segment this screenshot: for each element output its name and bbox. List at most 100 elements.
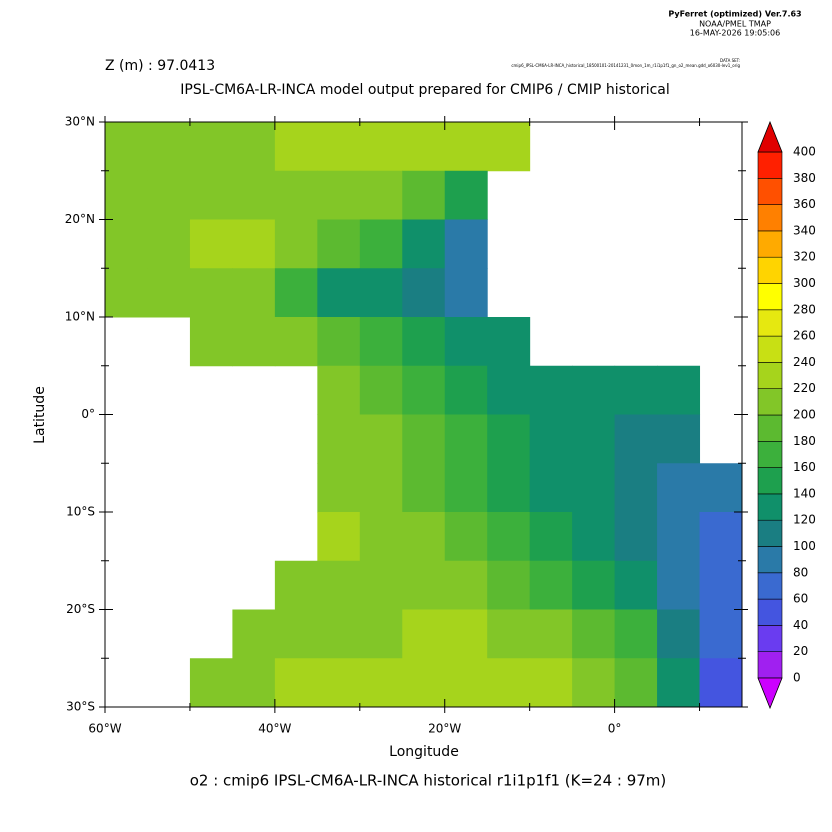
colorbar-swatch — [757, 362, 783, 389]
cell — [529, 512, 573, 562]
cell — [444, 219, 488, 269]
cell — [529, 658, 573, 708]
dataset-name: cmip6_IPSL-CM6A-LR-INCA_historical_18500… — [511, 63, 740, 68]
colorbar-label: 160 — [793, 460, 816, 474]
cell — [657, 365, 701, 415]
x-axis-label: Longitude — [389, 744, 459, 760]
cell — [317, 317, 361, 367]
colorbar-swatch — [757, 519, 783, 547]
colorbar-swatch — [757, 151, 783, 179]
cell — [699, 463, 743, 513]
cell — [232, 609, 276, 659]
cell — [572, 609, 616, 659]
cell — [317, 170, 361, 220]
cell — [444, 658, 488, 708]
cell — [614, 365, 658, 415]
cell — [147, 122, 191, 172]
colorbar-label: 300 — [793, 276, 816, 290]
header-line: 16-MAY-2026 19:05:06 — [690, 29, 780, 38]
cell — [402, 658, 446, 708]
cell — [699, 560, 743, 610]
cell — [614, 609, 658, 659]
depth-label: Z (m) : 97.0413 — [105, 58, 215, 74]
cell — [317, 365, 361, 415]
cell — [274, 170, 318, 220]
cell — [105, 268, 148, 318]
cell — [444, 560, 488, 610]
cell — [317, 609, 361, 659]
cell — [402, 219, 446, 269]
cell — [614, 658, 658, 708]
y-tick-label: 10°S — [66, 505, 95, 519]
cell — [359, 560, 403, 610]
cell — [359, 268, 403, 318]
colorbar-label: 40 — [793, 618, 808, 632]
dataset-label: DATA SET: — [720, 58, 740, 63]
colorbar-over — [757, 120, 783, 153]
cell — [189, 658, 233, 708]
cell — [274, 560, 318, 610]
cell — [317, 658, 361, 708]
cell — [317, 463, 361, 513]
y-tick-label: 30°N — [65, 115, 95, 129]
colorbar-swatch — [757, 256, 783, 284]
cell — [402, 463, 446, 513]
cell — [444, 317, 488, 367]
colorbar-label: 240 — [793, 355, 816, 369]
cell — [529, 463, 573, 513]
cell — [657, 512, 701, 562]
x-tick-label: 60°W — [88, 722, 121, 736]
colorbar-swatch — [757, 546, 783, 574]
cell — [274, 219, 318, 269]
map-cells — [105, 122, 743, 708]
axes: 60°W 40°W 20°W 0° 30°N 20°N 10°N 0° 10°S 20°S 30°S — [65, 115, 748, 736]
cell — [444, 268, 488, 318]
cell — [274, 317, 318, 367]
colorbar-label: 380 — [793, 171, 816, 185]
colorbar: 0 20 40 60 80 100 120 140 160 180 200 220 240 260 280 3… — [757, 120, 816, 710]
colorbar-label: 100 — [793, 539, 816, 553]
cell — [699, 609, 743, 659]
y-tick-label: 20°S — [66, 602, 95, 616]
colorbar-swatch — [757, 230, 783, 258]
colorbar-swatch — [757, 178, 783, 205]
cell — [614, 463, 658, 513]
cell — [402, 414, 446, 464]
cell — [359, 658, 403, 708]
cell — [444, 365, 488, 415]
colorbar-label: 140 — [793, 486, 816, 500]
cell — [189, 268, 233, 318]
cell — [487, 365, 531, 415]
cell — [444, 512, 488, 562]
colorbar-label: 200 — [793, 408, 816, 422]
cell — [359, 122, 403, 172]
cell — [614, 512, 658, 562]
cell — [402, 560, 446, 610]
cell — [657, 463, 701, 513]
cell — [189, 317, 233, 367]
cell — [657, 560, 701, 610]
colorbar-label: 340 — [793, 223, 816, 237]
cell — [317, 122, 361, 172]
cell — [487, 122, 531, 172]
cell — [147, 219, 191, 269]
cell — [529, 609, 573, 659]
colorbar-swatch — [757, 572, 783, 600]
cell — [444, 122, 488, 172]
chart-title: IPSL-CM6A-LR-INCA model output prepared … — [180, 82, 670, 98]
colorbar-swatch — [757, 309, 783, 337]
cell — [147, 170, 191, 220]
x-tick-label: 20°W — [428, 722, 461, 736]
cell — [359, 609, 403, 659]
colorbar-swatch — [757, 204, 783, 232]
cell — [359, 219, 403, 269]
cell — [657, 658, 701, 708]
cell — [444, 609, 488, 659]
colorbar-swatch — [757, 651, 783, 679]
colorbar-label: 320 — [793, 250, 816, 264]
y-tick-label: 30°S — [66, 700, 95, 714]
colorbar-swatch — [757, 414, 783, 442]
cell — [232, 317, 276, 367]
cell — [572, 463, 616, 513]
